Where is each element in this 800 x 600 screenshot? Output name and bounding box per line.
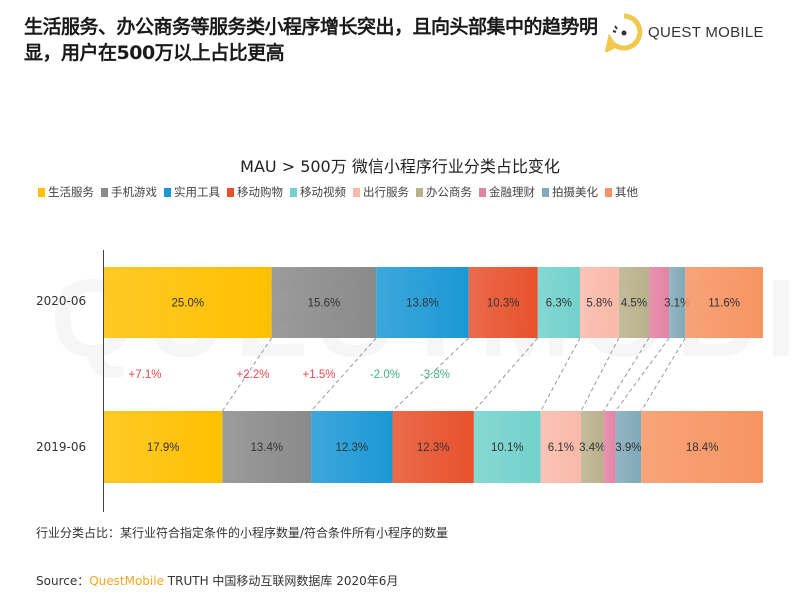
bar-segment-2019-06 bbox=[615, 411, 642, 483]
change-label: -2.0% bbox=[370, 369, 400, 381]
legend-item: 实用工具 bbox=[164, 184, 220, 200]
legend-swatch bbox=[164, 187, 171, 197]
legend-item: 金融理财 bbox=[479, 184, 535, 200]
bar-segment-2019-06 bbox=[392, 411, 474, 483]
legend-swatch bbox=[227, 187, 234, 197]
data-label: 17.9% bbox=[147, 442, 180, 454]
footnote: 行业分类占比：某行业符合指定条件的小程序数量/符合条件所有小程序的数量 bbox=[36, 526, 449, 540]
bar-segment-2020-06 bbox=[104, 267, 272, 338]
legend-swatch bbox=[101, 187, 108, 197]
legend-swatch bbox=[290, 187, 297, 197]
legend-label: 生活服务 bbox=[48, 185, 94, 199]
data-label: 3.1% bbox=[664, 298, 690, 310]
source-prefix: Source： bbox=[36, 574, 90, 588]
connector-line bbox=[310, 337, 377, 412]
legend-swatch bbox=[605, 187, 612, 197]
data-label: 3.9% bbox=[615, 442, 641, 454]
bar-segment-2020-06 bbox=[376, 267, 469, 338]
bar-segment-2020-06 bbox=[618, 267, 650, 338]
data-label: 4.5% bbox=[621, 298, 647, 310]
legend-item: 其他 bbox=[605, 184, 638, 200]
connector-line bbox=[603, 337, 650, 412]
legend-label: 移动视频 bbox=[300, 185, 346, 199]
data-label: 12.3% bbox=[335, 442, 368, 454]
change-label: +1.5% bbox=[303, 369, 336, 381]
data-label: 10.3% bbox=[487, 298, 520, 310]
legend-label: 其他 bbox=[615, 185, 638, 199]
legend-label: 办公商务 bbox=[426, 185, 472, 199]
data-label: 18.4% bbox=[686, 442, 719, 454]
data-label: 12.3% bbox=[417, 442, 450, 454]
legend-swatch bbox=[38, 187, 45, 197]
change-label: +7.1% bbox=[129, 369, 162, 381]
legend-swatch bbox=[353, 187, 360, 197]
bar-segment-2020-06 bbox=[271, 267, 377, 338]
data-label: 25.0% bbox=[171, 298, 204, 310]
y-tick-label-2019: 2019-06 bbox=[36, 440, 87, 454]
legend-swatch bbox=[542, 187, 549, 197]
change-label: -3.8% bbox=[420, 369, 450, 381]
logo-icon bbox=[604, 13, 643, 52]
quest-mobile-logo: QUEST MOBILE bbox=[604, 12, 764, 52]
legend-swatch bbox=[416, 187, 423, 197]
bar-segment-2019-06 bbox=[473, 411, 541, 483]
bar-segment-2020-06 bbox=[468, 267, 538, 338]
bar-segment-2019-06 bbox=[311, 411, 393, 483]
bar-segment-2020-06 bbox=[579, 267, 619, 338]
data-label: 6.1% bbox=[548, 442, 574, 454]
legend-item: 移动购物 bbox=[227, 184, 283, 200]
bar-segment-2019-06 bbox=[641, 411, 763, 483]
bar-segment-2019-06 bbox=[222, 411, 312, 483]
connector-line bbox=[473, 337, 539, 412]
data-label: 15.6% bbox=[308, 298, 341, 310]
legend-item: 出行服务 bbox=[353, 184, 409, 200]
chart-legend: 生活服务 手机游戏 实用工具 移动购物 移动视频 出行服务 办公商务 金融理财 拍摄美化 其他 bbox=[38, 184, 645, 200]
data-label: 11.6% bbox=[708, 298, 740, 310]
data-label: 13.8% bbox=[406, 298, 439, 310]
legend-item: 移动视频 bbox=[290, 184, 346, 200]
legend-label: 拍摄美化 bbox=[552, 185, 598, 199]
bar-segment-2019-06 bbox=[581, 411, 604, 483]
legend-label: 移动购物 bbox=[237, 185, 283, 199]
bar-segment-2019-06 bbox=[104, 411, 223, 483]
source-line: Source：QuestMobile TRUTH 中国移动互联网数据库 2020… bbox=[36, 572, 398, 589]
chart-title: MAU > 500万 微信小程序行业分类占比变化 bbox=[240, 157, 560, 176]
legend-item: 办公商务 bbox=[416, 184, 472, 200]
y-axis-line bbox=[103, 250, 104, 512]
data-label: 5.8% bbox=[586, 298, 612, 310]
legend-label: 出行服务 bbox=[363, 185, 409, 199]
connector-line bbox=[640, 337, 686, 412]
bar-segment-2020-06 bbox=[669, 267, 686, 338]
page-headline: 生活服务、办公商务等服务类小程序增长突出，且向头部集中的趋势明显，用户在500万… bbox=[24, 16, 598, 64]
legend-label: 金融理财 bbox=[489, 185, 535, 199]
data-label: 13.4% bbox=[250, 442, 283, 454]
logo-text: QUEST MOBILE bbox=[648, 23, 764, 41]
connector-line bbox=[540, 337, 581, 412]
source-rest: TRUTH 中国移动互联网数据库 2020年6月 bbox=[163, 574, 399, 588]
data-label: 10.1% bbox=[491, 442, 524, 454]
connector-line bbox=[615, 337, 670, 412]
connector-line bbox=[392, 337, 470, 412]
data-label: 6.3% bbox=[546, 298, 572, 310]
bar-segment-2020-06 bbox=[649, 267, 670, 338]
legend-item: 手机游戏 bbox=[101, 184, 157, 200]
source-brand: QuestMobile bbox=[89, 574, 164, 588]
change-label: +2.2% bbox=[237, 369, 270, 381]
bar-segment-2020-06 bbox=[537, 267, 580, 338]
connector-line bbox=[222, 337, 273, 412]
legend-item: 拍摄美化 bbox=[542, 184, 598, 200]
bar-segment-2020-06 bbox=[685, 267, 763, 338]
legend-label: 手机游戏 bbox=[111, 185, 157, 199]
legend-swatch bbox=[479, 187, 486, 197]
bar-segment-2019-06 bbox=[540, 411, 582, 483]
data-label: 3.4% bbox=[579, 442, 605, 454]
bar-segment-2019-06 bbox=[603, 411, 616, 483]
y-tick-label-2020: 2020-06 bbox=[36, 294, 87, 308]
legend-label: 实用工具 bbox=[174, 185, 220, 199]
connector-line bbox=[580, 337, 620, 412]
legend-item: 生活服务 bbox=[38, 184, 94, 200]
